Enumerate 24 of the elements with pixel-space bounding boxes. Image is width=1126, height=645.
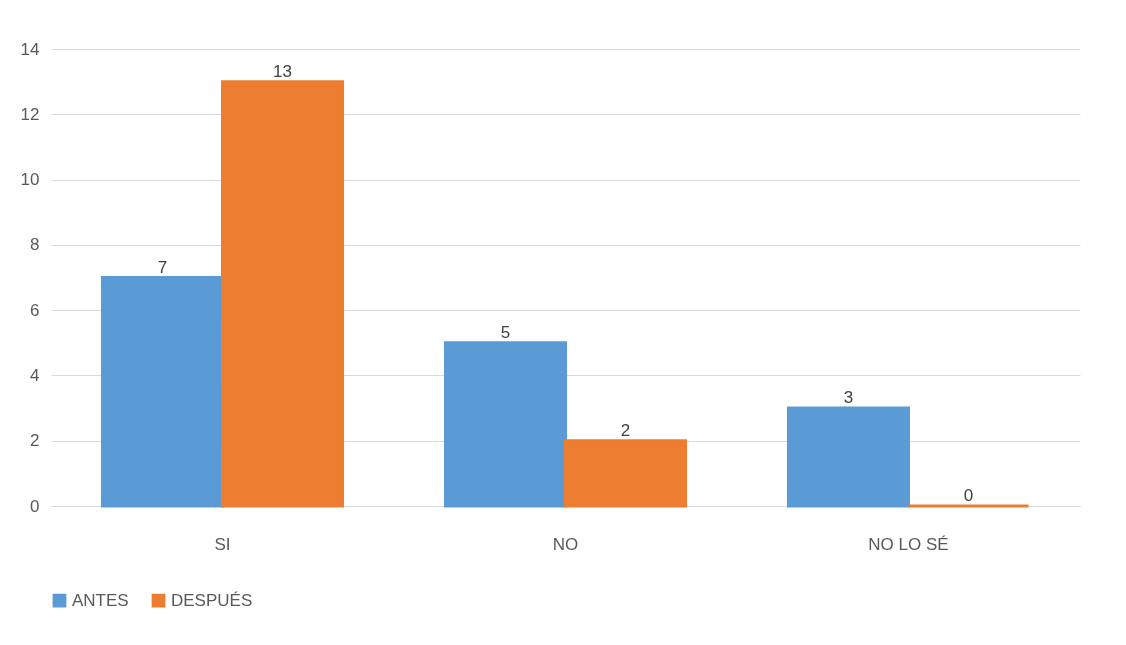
- bar: [786, 406, 910, 508]
- legend-label: DESPUÉS: [171, 590, 253, 610]
- y-tick-label: 12: [20, 104, 40, 124]
- y-tick-label: 6: [30, 300, 40, 320]
- y-tick-label: 14: [20, 39, 40, 59]
- y-tick-label: 0: [30, 496, 40, 516]
- x-tick-label: NO: [552, 534, 579, 554]
- bar: [564, 439, 688, 508]
- data-label: 5: [500, 322, 511, 342]
- bar: [221, 80, 345, 508]
- y-tick-label: 2: [30, 431, 40, 451]
- data-label: 0: [963, 486, 974, 505]
- data-label: 7: [157, 257, 168, 277]
- bar: [100, 276, 224, 508]
- y-tick-label: 8: [30, 235, 40, 255]
- data-label: 13: [273, 61, 292, 81]
- legend-label: ANTES: [72, 590, 129, 610]
- x-tick-label: NO LO SÉ: [868, 534, 949, 554]
- data-label: 3: [843, 388, 854, 408]
- y-tick-label: 4: [30, 365, 40, 385]
- y-tick-label: 10: [20, 170, 40, 190]
- x-tick-label: SI: [214, 534, 231, 554]
- data-label: 2: [620, 420, 631, 440]
- bar: [443, 341, 567, 508]
